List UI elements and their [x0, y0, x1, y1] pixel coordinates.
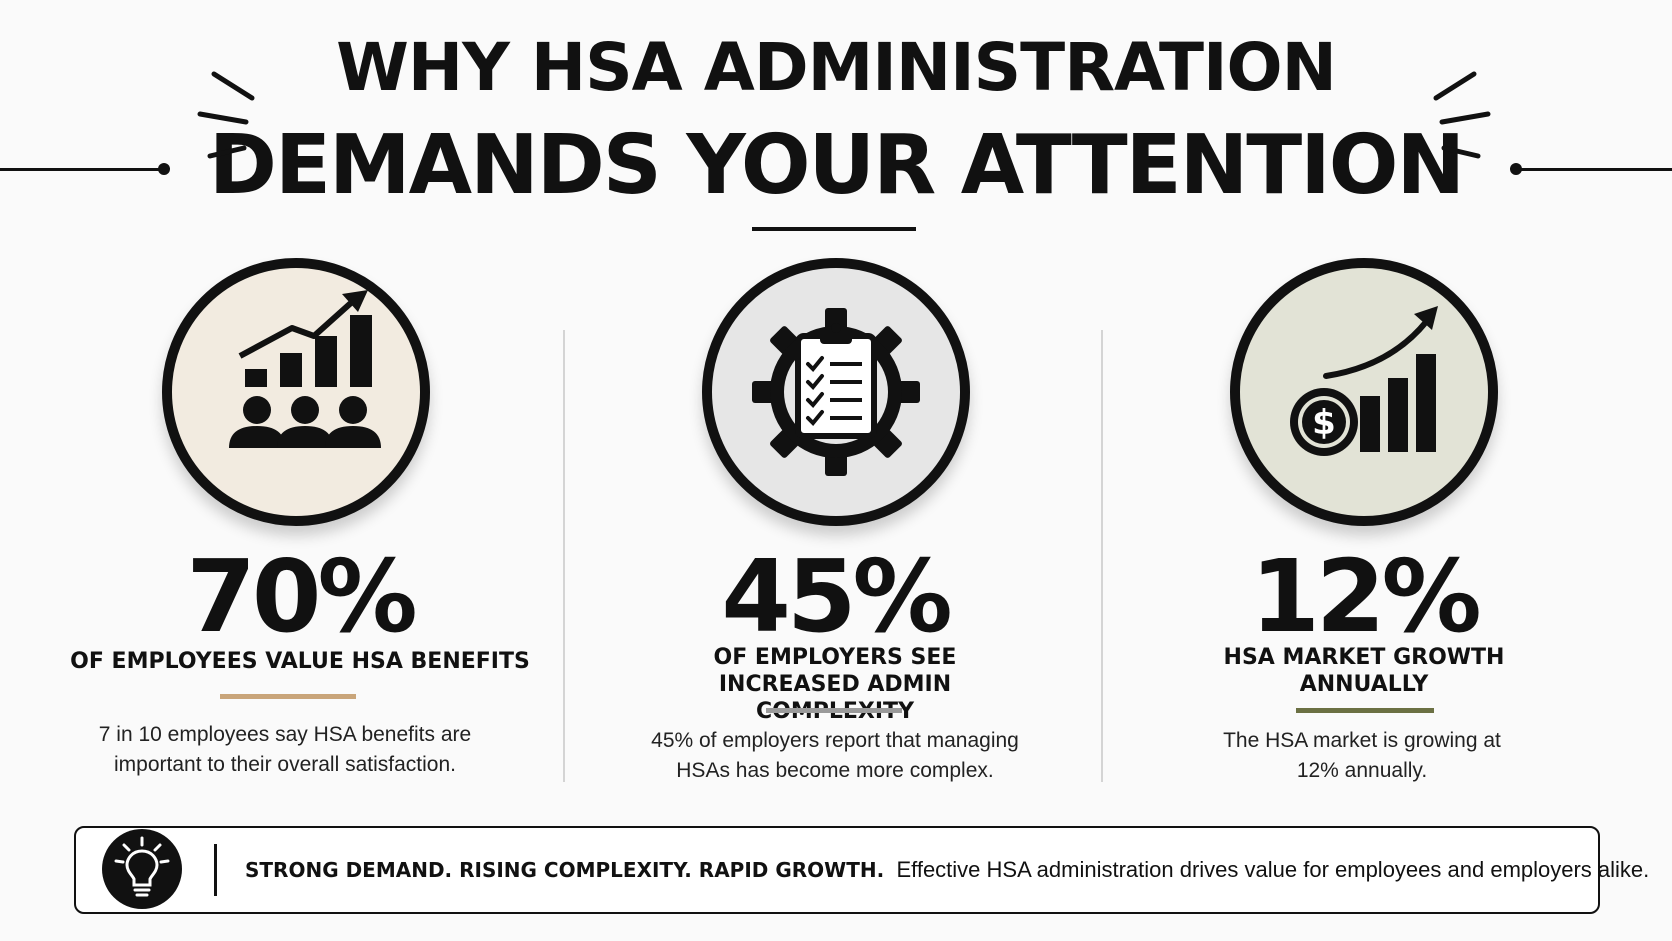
- column-divider-1: [563, 330, 565, 782]
- lightbulb-icon: [114, 836, 170, 897]
- accent-bar-1: [220, 694, 356, 699]
- column-divider-2: [1101, 330, 1103, 782]
- stat-label-1: OF EMPLOYEES VALUE HSA BENEFITS: [70, 649, 530, 674]
- emphasis-marks-right-icon: [1433, 71, 1491, 159]
- stat-value-2: 45%: [721, 538, 952, 655]
- gear-clipboard-checklist-icon: [752, 308, 920, 476]
- stat-icon-circle-3: $: [1230, 258, 1498, 526]
- title-underline: [752, 227, 916, 231]
- banner-divider: [214, 844, 217, 896]
- stat-value-3: 12%: [1250, 538, 1481, 655]
- people-growth-chart-icon: [229, 290, 381, 448]
- banner-body: Effective HSA administration drives valu…: [896, 857, 1650, 882]
- left-divider-dot: [158, 163, 170, 175]
- summary-banner: [74, 826, 1600, 914]
- dollar-growth-chart-icon: $: [1290, 306, 1438, 456]
- bulb-badge: [102, 829, 182, 909]
- stat-description-1: 7 in 10 employees say HSA benefits are i…: [98, 723, 472, 776]
- stat-label-3: HSA MARKET GROWTH ANNUALLY: [1223, 645, 1505, 697]
- stat-icon-circle-2: [702, 258, 970, 526]
- accent-bar-2: [766, 708, 902, 713]
- stat-description-3: The HSA market is growing at 12% annuall…: [1223, 729, 1501, 782]
- stat-label-2: OF EMPLOYERS SEE INCREASED ADMIN COMPLEX…: [713, 645, 957, 724]
- stat-value-1: 70%: [186, 538, 417, 655]
- stat-description-2: 45% of employers report that managing HS…: [651, 729, 1019, 782]
- title-line-1: WHY HSA ADMINISTRATION: [336, 29, 1337, 106]
- banner-text: STRONG DEMAND. RISING COMPLEXITY. RAPID …: [245, 856, 1649, 884]
- left-divider-line: [0, 168, 160, 171]
- right-divider-line: [1518, 168, 1672, 171]
- svg-text:$: $: [1312, 403, 1336, 443]
- title-line-2: DEMANDS YOUR ATTENTION: [208, 118, 1465, 213]
- banner-headline: STRONG DEMAND. RISING COMPLEXITY. RAPID …: [245, 858, 885, 882]
- emphasis-marks-left-icon: [197, 71, 255, 159]
- right-divider-dot: [1510, 163, 1522, 175]
- accent-bar-3: [1296, 708, 1434, 713]
- stat-icon-circle-1: [162, 258, 430, 526]
